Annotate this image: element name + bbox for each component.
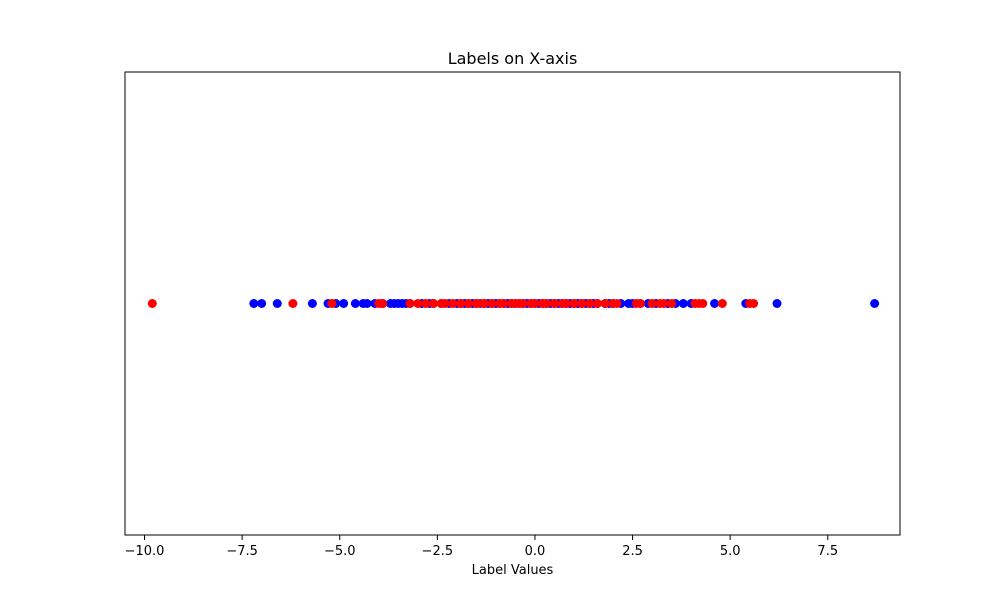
data-point bbox=[257, 299, 267, 308]
data-point bbox=[667, 299, 677, 308]
points-layer bbox=[147, 299, 880, 308]
data-point bbox=[456, 299, 466, 308]
x-tick-label: −2.5 bbox=[422, 544, 454, 559]
data-point bbox=[530, 299, 540, 308]
x-tick-label: −7.5 bbox=[226, 544, 258, 559]
data-point bbox=[710, 299, 720, 308]
data-point bbox=[698, 299, 708, 308]
x-tick-label: 2.5 bbox=[622, 544, 643, 559]
x-tick-label: 5.0 bbox=[720, 544, 741, 559]
data-point bbox=[249, 299, 259, 308]
x-tick-label: 0.0 bbox=[525, 544, 546, 559]
data-point bbox=[585, 299, 595, 308]
x-tick-label: −5.0 bbox=[324, 544, 356, 559]
data-point bbox=[362, 299, 372, 308]
data-point bbox=[772, 299, 782, 308]
data-point bbox=[518, 299, 528, 308]
data-point bbox=[561, 299, 571, 308]
data-point bbox=[327, 299, 337, 308]
data-point bbox=[569, 299, 579, 308]
data-point bbox=[577, 299, 587, 308]
data-point bbox=[421, 299, 431, 308]
data-point bbox=[440, 299, 450, 308]
data-point bbox=[147, 299, 157, 308]
data-point bbox=[592, 299, 602, 308]
data-point bbox=[487, 299, 497, 308]
data-point bbox=[749, 299, 759, 308]
data-point bbox=[542, 299, 552, 308]
data-point bbox=[307, 299, 317, 308]
x-tick-label: −10.0 bbox=[125, 544, 165, 559]
data-point bbox=[339, 299, 349, 308]
data-point bbox=[479, 299, 489, 308]
data-point bbox=[413, 299, 423, 308]
data-point bbox=[350, 299, 360, 308]
x-axis-label: Label Values bbox=[472, 563, 554, 578]
data-point bbox=[405, 299, 415, 308]
data-point bbox=[549, 299, 559, 308]
data-point bbox=[464, 299, 474, 308]
chart-title: Labels on X-axis bbox=[448, 49, 578, 68]
data-point bbox=[499, 299, 509, 308]
series-1 bbox=[147, 299, 759, 308]
data-point bbox=[378, 299, 388, 308]
plot-area-frame bbox=[124, 71, 901, 536]
x-axis-ticks: −10.0 −7.5 −5.0 −2.5 0.0 2.5 5.0 7.5 bbox=[125, 535, 838, 559]
data-point bbox=[647, 299, 657, 308]
data-point bbox=[870, 299, 880, 308]
data-point bbox=[288, 299, 298, 308]
data-point bbox=[272, 299, 282, 308]
data-point bbox=[448, 299, 458, 308]
x-tick-label: 7.5 bbox=[817, 544, 838, 559]
data-point bbox=[678, 299, 688, 308]
data-point bbox=[600, 299, 610, 308]
data-point bbox=[635, 299, 645, 308]
data-point bbox=[659, 299, 669, 308]
data-point bbox=[428, 299, 438, 308]
data-point bbox=[612, 299, 622, 308]
data-point bbox=[717, 299, 727, 308]
